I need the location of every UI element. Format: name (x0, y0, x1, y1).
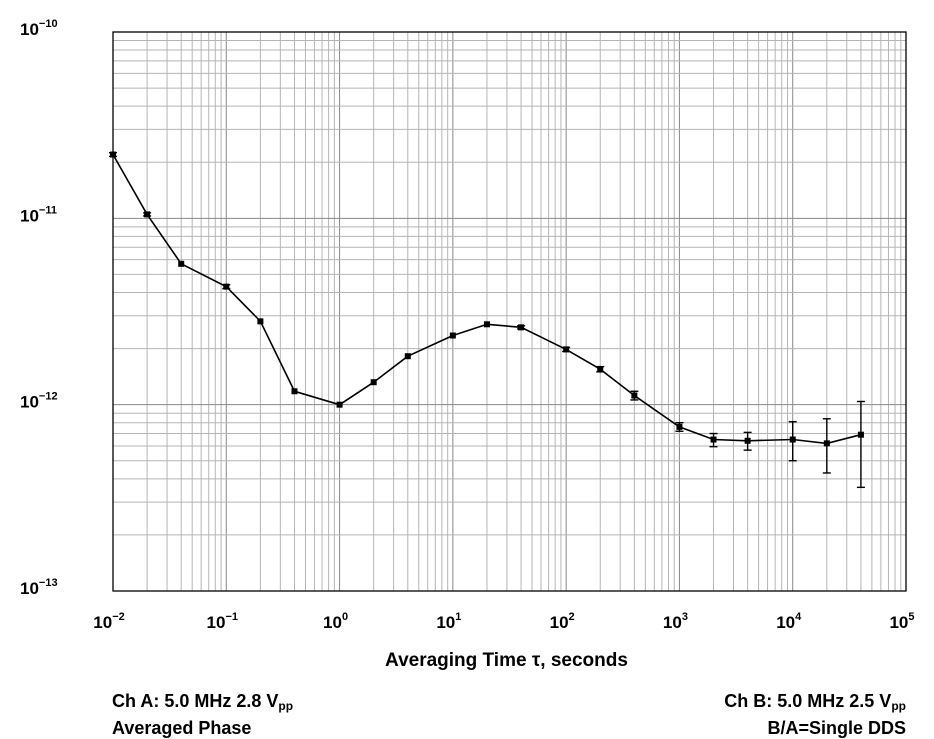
data-point (744, 437, 751, 444)
data-point (370, 379, 377, 386)
channel-a-settings: Ch A: 5.0 MHz 2.8 Vpp (112, 690, 293, 717)
channel-a-settings-subscript: pp (278, 699, 294, 713)
data-point (223, 283, 230, 290)
data-point (857, 431, 864, 438)
channel-a-note: Ch A: 5.0 MHz 2.8 Vpp Averaged Phase (112, 690, 293, 739)
x-tick-label: 10−1 (207, 611, 238, 632)
x-tick-label: 104 (776, 611, 802, 632)
y-tick-label: 10−13 (20, 577, 58, 598)
channel-a-mode: Averaged Phase (112, 718, 252, 738)
channel-b-settings-text: Ch B: 5.0 MHz 2.5 V (724, 691, 892, 711)
x-tick-label: 10−2 (93, 611, 124, 632)
y-tick-label: 10−12 (20, 391, 58, 412)
data-point (178, 260, 185, 267)
data-point (631, 392, 638, 399)
channel-b-mode: B/A=Single DDS (767, 718, 906, 738)
data-series (109, 151, 865, 489)
channel-b-note: Ch B: 5.0 MHz 2.5 Vpp B/A=Single DDS (724, 690, 906, 739)
y-tick-label: 10−10 (20, 18, 58, 39)
data-point (483, 321, 490, 328)
x-tick-label: 103 (663, 611, 688, 632)
data-point (789, 436, 796, 443)
data-point (110, 151, 116, 158)
channel-b-settings-subscript: pp (891, 699, 906, 713)
data-point (518, 324, 525, 331)
grid (112, 32, 906, 592)
data-point (676, 423, 683, 430)
data-point (563, 346, 570, 353)
channel-a-settings-text: Ch A: 5.0 MHz 2.8 V (112, 691, 279, 711)
y-tick-labels: 10−13 10−12 10−11 10−10 (20, 18, 58, 598)
data-point (291, 388, 298, 395)
data-point (144, 211, 151, 218)
y-tick-label: 10−11 (20, 204, 57, 225)
data-point (336, 401, 343, 408)
data-point (710, 436, 717, 443)
x-tick-label: 105 (889, 611, 914, 632)
x-tick-label: 101 (436, 611, 461, 632)
x-axis-label: Averaging Time τ, seconds (385, 650, 628, 671)
x-tick-label: 100 (323, 611, 348, 632)
x-tick-labels: 10−2 10−1 100 101 102 103 104 105 (93, 611, 914, 632)
data-point (257, 318, 264, 325)
plot-frame (112, 31, 907, 592)
data-point (823, 440, 830, 447)
data-point (449, 332, 456, 339)
data-point (597, 366, 604, 373)
channel-b-settings: Ch B: 5.0 MHz 2.5 Vpp (724, 690, 906, 717)
data-point (404, 353, 411, 360)
x-tick-label: 102 (550, 611, 575, 632)
